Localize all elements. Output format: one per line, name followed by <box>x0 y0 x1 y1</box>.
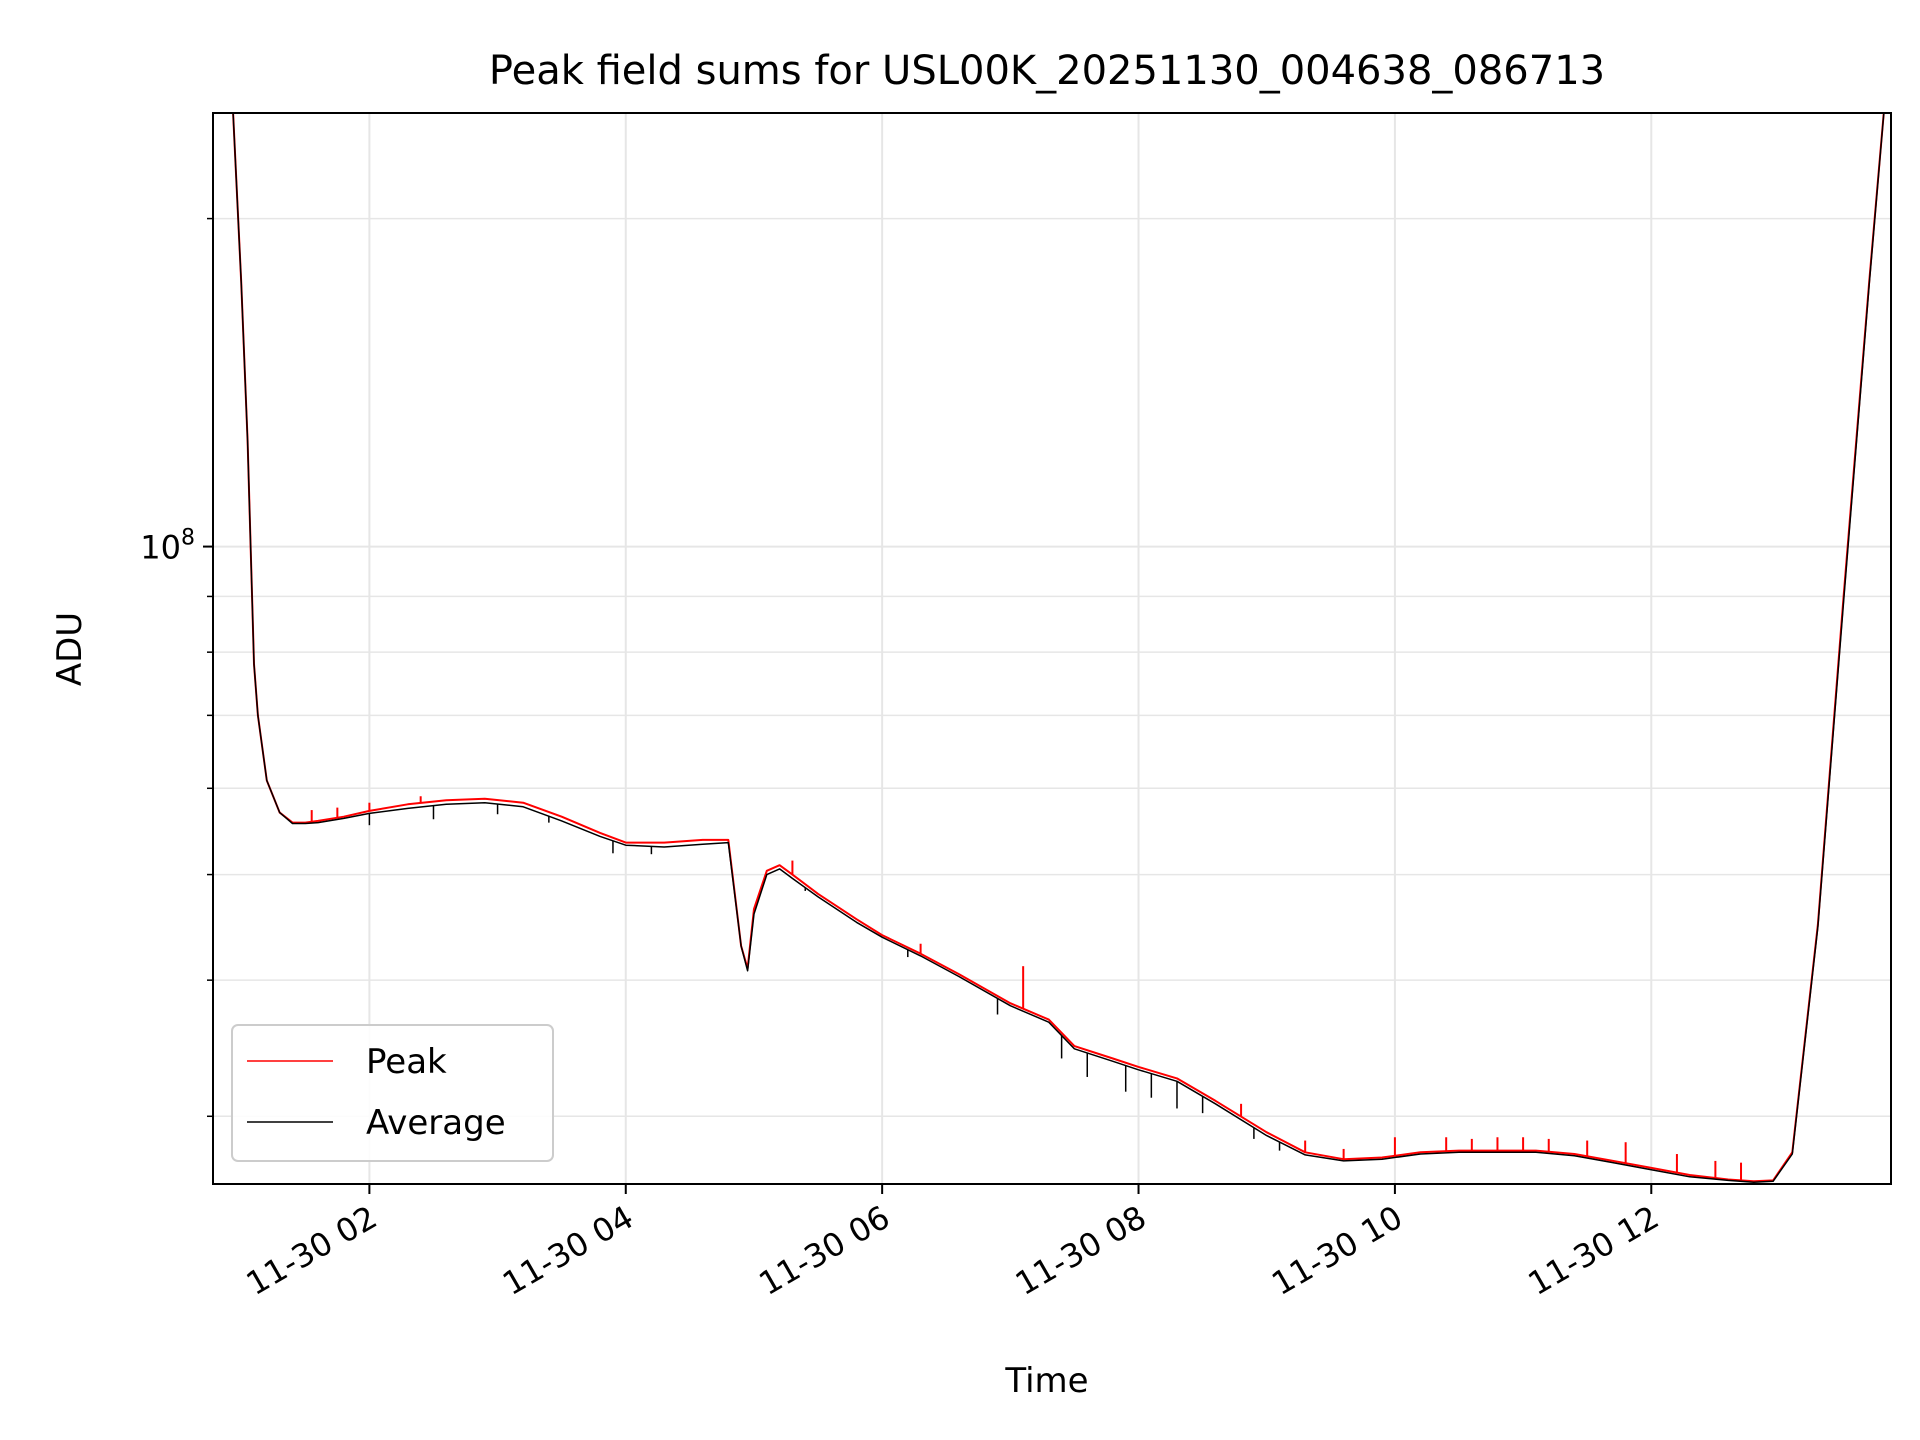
legend-box <box>231 1024 554 1162</box>
peak-series-line <box>232 113 1885 1183</box>
legend-average-label: Average <box>366 1103 506 1143</box>
x-axis-label: Time <box>1004 1361 1088 1401</box>
y-tick-label: 108 <box>140 526 195 567</box>
legend: Peak Average <box>231 1024 554 1162</box>
legend-peak-label: Peak <box>366 1042 447 1082</box>
y-axis-label: ADU <box>50 612 90 686</box>
series-layer <box>232 113 1885 1183</box>
plot-frame <box>212 112 1892 1185</box>
average-series-line <box>232 113 1885 1183</box>
chart-title: Peak field sums for USL00K_20251130_0046… <box>489 48 1605 94</box>
